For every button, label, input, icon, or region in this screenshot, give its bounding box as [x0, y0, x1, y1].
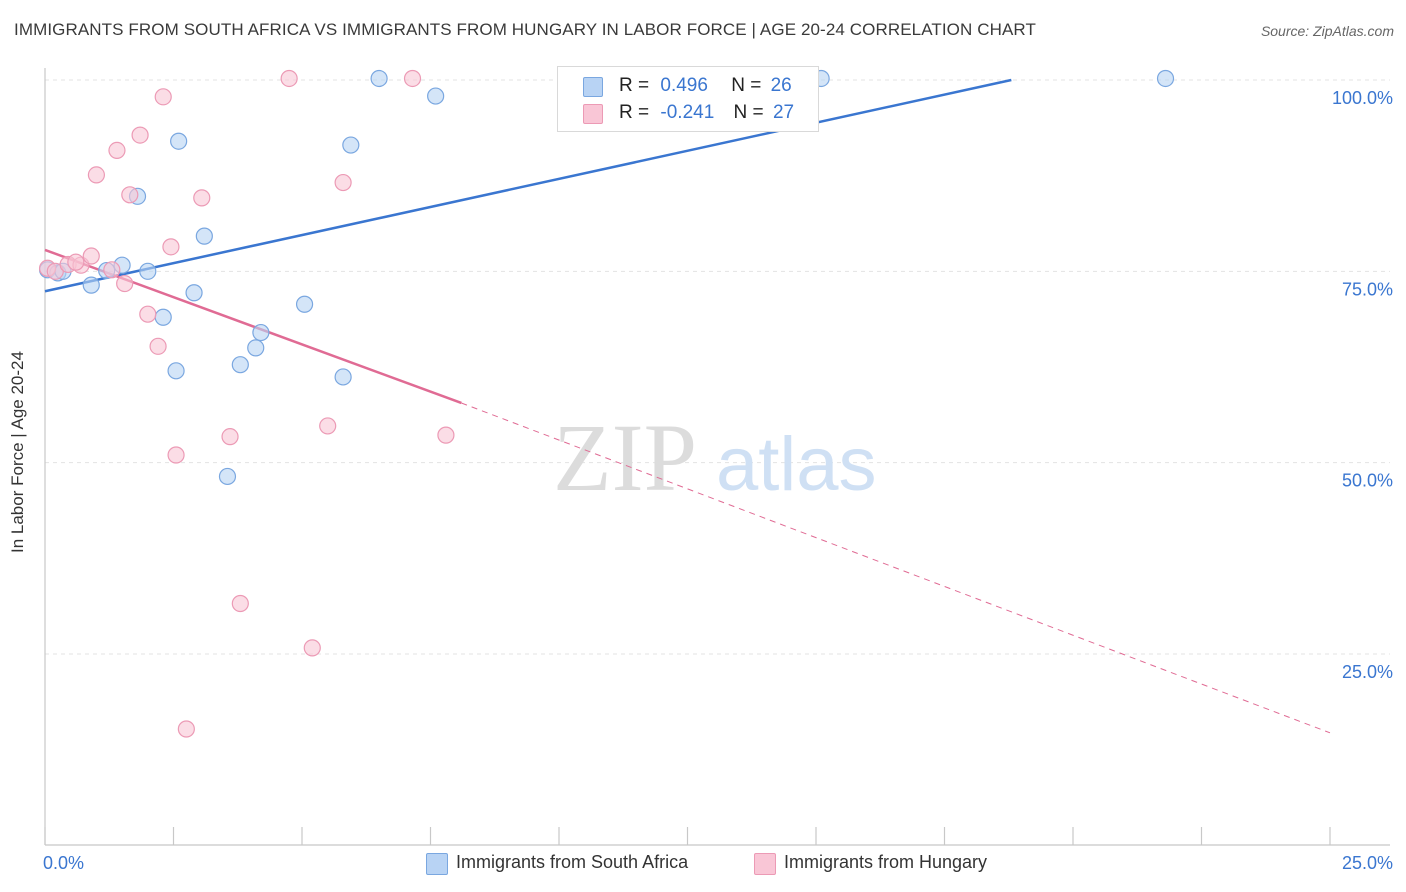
legend-n-value: 26 — [770, 75, 792, 96]
point-hungary — [319, 417, 337, 435]
point-hungary — [167, 446, 185, 464]
point-south-africa — [154, 308, 172, 326]
chart-title: IMMIGRANTS FROM SOUTH AFRICA VS IMMIGRAN… — [14, 20, 1036, 39]
watermark-zip: ZIP — [553, 404, 697, 511]
legend-n-value: 27 — [772, 102, 795, 123]
trend-line-south-africa — [44, 78, 1012, 293]
bottom-legend-label: Immigrants from Hungary — [784, 852, 988, 872]
point-south-africa — [218, 467, 237, 486]
watermark-atlas: atlas — [716, 422, 877, 507]
legend-r-label: R = — [619, 102, 650, 123]
point-hungary — [280, 69, 298, 88]
point-hungary — [334, 173, 352, 192]
legend-n-label: N = — [731, 75, 762, 96]
y-tick-label: 100.0% — [1332, 88, 1393, 108]
y-tick-label: 50.0% — [1342, 471, 1393, 491]
point-south-africa — [167, 362, 185, 380]
point-hungary — [221, 428, 239, 446]
point-hungary — [437, 426, 455, 444]
point-hungary — [108, 141, 126, 160]
point-hungary — [139, 305, 157, 323]
point-south-africa — [247, 339, 265, 357]
x-tick-label: 25.0% — [1342, 853, 1393, 873]
bottom-legend-swatch-pink — [754, 853, 776, 875]
legend-r-label: R = — [619, 75, 650, 96]
y-tick-label: 25.0% — [1342, 662, 1393, 682]
point-hungary — [82, 247, 100, 265]
source-label: Source: ZipAtlas.com — [1260, 23, 1394, 39]
point-south-africa — [139, 262, 157, 280]
legend-r-value: 0.496 — [660, 75, 708, 96]
point-hungary — [193, 189, 211, 207]
point-hungary — [87, 166, 106, 184]
point-south-africa — [334, 368, 352, 386]
point-hungary — [131, 126, 149, 144]
point-south-africa — [231, 356, 249, 374]
point-hungary — [116, 274, 134, 293]
point-hungary — [403, 69, 422, 88]
point-hungary — [103, 261, 121, 279]
tick-labels: 25.0% 50.0% 75.0% 100.0% 0.0% 25.0% — [43, 88, 1393, 873]
point-south-africa — [370, 69, 388, 88]
y-tick-label: 75.0% — [1342, 279, 1393, 299]
legend-swatch-pink — [583, 104, 603, 124]
bottom-legend-swatch-blue — [426, 853, 448, 875]
point-south-africa — [1156, 69, 1175, 88]
x-tick-label: 0.0% — [43, 853, 84, 873]
point-hungary — [121, 186, 139, 204]
point-south-africa — [185, 284, 203, 302]
point-south-africa — [252, 323, 270, 342]
point-hungary — [67, 253, 85, 271]
point-hungary — [303, 639, 321, 657]
point-south-africa — [195, 227, 213, 245]
legend-swatch-blue — [583, 77, 603, 97]
bottom-legend-label: Immigrants from South Africa — [456, 852, 689, 872]
point-south-africa — [295, 295, 314, 313]
point-south-africa — [170, 132, 188, 150]
point-hungary — [177, 720, 195, 738]
trend-line-hungary — [461, 402, 1331, 734]
grid-lines — [45, 79, 1390, 655]
point-south-africa — [427, 87, 445, 105]
stats-legend: R = 0.496 N = 26 R = -0.241 N = 27 — [557, 66, 819, 132]
point-south-africa — [82, 276, 100, 294]
point-hungary — [231, 594, 249, 613]
point-hungary — [162, 238, 180, 256]
scatter-points — [38, 69, 1175, 738]
legend-n-label: N = — [733, 102, 764, 123]
point-south-africa — [342, 136, 360, 154]
axes — [44, 68, 1390, 846]
legend-r-value: -0.241 — [660, 102, 715, 123]
point-hungary — [154, 88, 172, 106]
point-hungary — [149, 337, 167, 355]
